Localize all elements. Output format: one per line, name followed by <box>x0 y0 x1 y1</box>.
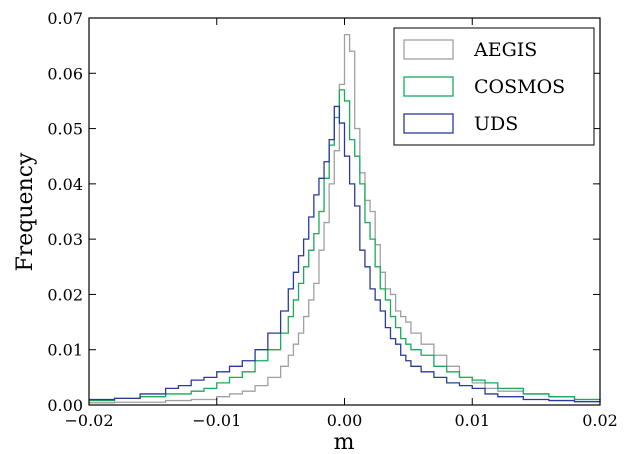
x-tick-label: −0.02 <box>64 411 113 430</box>
y-tick-label: 0.02 <box>47 285 83 304</box>
series-line-cosmos <box>89 89 601 402</box>
legend-swatch-aegis <box>403 39 454 60</box>
x-axis-label: m <box>334 430 355 454</box>
x-tick-label: 0.01 <box>454 411 490 430</box>
x-tick-label: 0.00 <box>327 411 363 430</box>
y-tick-label: 0.01 <box>47 341 83 360</box>
y-tick-label: 0.03 <box>47 230 83 249</box>
y-tick-label: 0.04 <box>47 175 83 194</box>
series-line-aegis <box>89 33 601 404</box>
legend-label-aegis: AEGIS <box>473 39 537 61</box>
y-tick-label: 0.07 <box>47 9 83 28</box>
y-tick-label: 0.06 <box>47 64 83 83</box>
y-tick-label: 0.00 <box>47 396 83 415</box>
y-axis-label: Frequency <box>13 152 38 272</box>
legend: AEGIS COSMOS UDS <box>393 27 595 146</box>
y-tick-label: 0.05 <box>47 120 83 139</box>
tick-layer: −0.02 −0.01 0.00 0.01 0.02 0.00 0.01 0.02 0.03 0.… <box>47 9 617 430</box>
legend-swatch-uds <box>403 113 454 134</box>
x-tick-label: 0.02 <box>582 411 618 430</box>
legend-swatch-cosmos <box>403 76 454 97</box>
legend-frame <box>393 27 595 146</box>
series-line-uds <box>89 105 601 403</box>
legend-label-cosmos: COSMOS <box>474 76 565 98</box>
series-layer <box>89 33 601 404</box>
legend-label-uds: UDS <box>474 113 518 135</box>
x-tick-label: −0.01 <box>192 411 241 430</box>
